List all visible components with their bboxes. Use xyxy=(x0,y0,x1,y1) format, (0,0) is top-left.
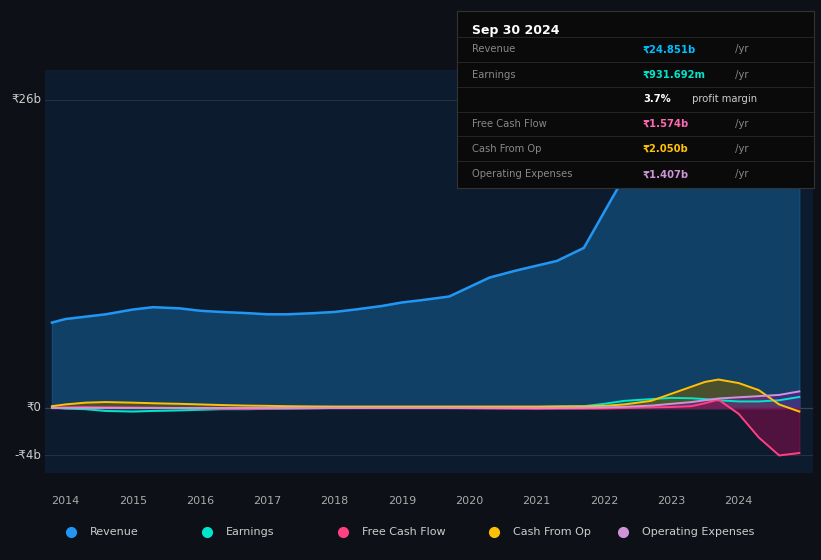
Text: /yr: /yr xyxy=(732,69,749,80)
Text: 2019: 2019 xyxy=(388,496,416,506)
Text: 2018: 2018 xyxy=(320,496,349,506)
Text: 2020: 2020 xyxy=(456,496,484,506)
Text: Operating Expenses: Operating Expenses xyxy=(641,527,754,537)
Text: Earnings: Earnings xyxy=(471,69,516,80)
Text: Revenue: Revenue xyxy=(90,527,139,537)
Text: Revenue: Revenue xyxy=(471,44,515,54)
Text: -₹4b: -₹4b xyxy=(14,449,41,462)
Text: ₹1.407b: ₹1.407b xyxy=(643,169,689,179)
Text: ₹2.050b: ₹2.050b xyxy=(643,144,689,154)
Text: 2016: 2016 xyxy=(186,496,214,506)
Text: ₹1.574b: ₹1.574b xyxy=(643,119,690,129)
Text: Earnings: Earnings xyxy=(226,527,274,537)
Text: Cash From Op: Cash From Op xyxy=(471,144,541,154)
Text: 3.7%: 3.7% xyxy=(643,95,671,104)
Text: Sep 30 2024: Sep 30 2024 xyxy=(471,24,559,36)
Text: profit margin: profit margin xyxy=(690,95,758,104)
Text: 2017: 2017 xyxy=(253,496,282,506)
Text: ₹0: ₹0 xyxy=(26,402,41,414)
Text: /yr: /yr xyxy=(732,169,749,179)
Text: ₹26b: ₹26b xyxy=(11,93,41,106)
Text: 2023: 2023 xyxy=(658,496,686,506)
Text: Operating Expenses: Operating Expenses xyxy=(471,169,572,179)
Text: 2024: 2024 xyxy=(724,496,753,506)
Text: Free Cash Flow: Free Cash Flow xyxy=(471,119,546,129)
Text: 2015: 2015 xyxy=(118,496,147,506)
Text: Free Cash Flow: Free Cash Flow xyxy=(362,527,446,537)
Text: Cash From Op: Cash From Op xyxy=(513,527,591,537)
Text: ₹24.851b: ₹24.851b xyxy=(643,44,696,54)
Text: /yr: /yr xyxy=(732,44,749,54)
Text: ₹931.692m: ₹931.692m xyxy=(643,69,706,80)
Text: 2021: 2021 xyxy=(523,496,551,506)
Text: 2014: 2014 xyxy=(51,496,80,506)
Text: /yr: /yr xyxy=(732,144,749,154)
Text: 2022: 2022 xyxy=(589,496,618,506)
Text: /yr: /yr xyxy=(732,119,749,129)
